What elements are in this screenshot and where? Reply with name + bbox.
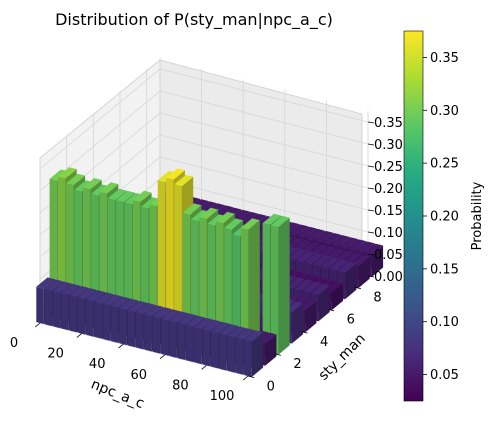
colorbar-tick-label: 0.20 xyxy=(430,210,459,225)
z-tick-label: 0.20 xyxy=(374,182,403,197)
x-tick-label: 0 xyxy=(10,336,18,351)
axes: 0 20 40 60 80 100 0 2 4 6 8 0.00 0.05 0.10 0.15 0.20 0.2… xyxy=(10,116,403,404)
colorbar-tick-label: 0.10 xyxy=(430,315,459,330)
colorbar-label: Probability xyxy=(470,181,485,250)
y-tick-mark xyxy=(327,308,335,312)
z-tick-label: 0.15 xyxy=(374,204,403,219)
bar xyxy=(270,215,290,355)
z-tick-label: 0.30 xyxy=(374,138,403,153)
z-tick-mark xyxy=(367,187,375,190)
bar xyxy=(244,330,264,377)
z-tick-label: 0.35 xyxy=(374,116,403,131)
y-tick-label: 0 xyxy=(267,379,275,394)
x-tick-mark xyxy=(243,375,249,381)
colorbar: 0.05 0.10 0.15 0.20 0.25 0.30 0.35 Probability xyxy=(403,30,485,402)
z-tick-label: 0.05 xyxy=(374,248,403,263)
z-tick-mark xyxy=(367,209,375,212)
x-tick-label: 80 xyxy=(172,378,189,393)
y-tick-label: 6 xyxy=(347,313,355,328)
y-tick-mark xyxy=(301,331,308,334)
colorbar-tick-label: 0.30 xyxy=(430,104,459,119)
x-tick-mark xyxy=(201,365,207,370)
colorbar-tick-label: 0.05 xyxy=(430,368,459,383)
z-tick-label: 0.00 xyxy=(374,270,403,285)
y-tick-mark xyxy=(274,353,282,356)
z-tick-mark xyxy=(367,165,375,168)
y-tick-label: 4 xyxy=(320,335,328,350)
x-tick-label: 20 xyxy=(47,347,64,362)
x-tick-mark xyxy=(118,343,124,349)
z-tick-mark xyxy=(367,143,375,146)
colorbar-ticks: 0.05 0.10 0.15 0.20 0.25 0.30 0.35 xyxy=(423,51,459,383)
z-tick-mark xyxy=(367,121,375,124)
z-tick-label: 0.10 xyxy=(374,226,403,241)
y-tick-label: 8 xyxy=(373,290,381,305)
colorbar-tick-label: 0.25 xyxy=(430,157,459,172)
z-tick-mark xyxy=(367,275,375,278)
colorbar-tick-label: 0.35 xyxy=(430,51,459,66)
z-tick-mark xyxy=(367,231,375,234)
x-tick-mark xyxy=(35,322,41,328)
chart-title: Distribution of P(sty_man|npc_a_c) xyxy=(55,10,333,30)
x-tick-mark xyxy=(159,354,166,359)
bars xyxy=(36,167,384,377)
colorbar-gradient xyxy=(403,30,424,402)
colorbar-tick-label: 0.15 xyxy=(430,262,459,277)
x-tick-label: 100 xyxy=(210,389,235,404)
y-tick-mark xyxy=(354,286,362,290)
x-tick-label: 60 xyxy=(131,368,148,383)
y-tick-label: 2 xyxy=(293,357,301,372)
z-tick-mark xyxy=(367,253,375,256)
x-tick-label: 40 xyxy=(89,357,106,372)
y-tick-mark xyxy=(247,375,255,378)
x-tick-mark xyxy=(76,333,82,338)
z-tick-label: 0.25 xyxy=(374,160,403,175)
